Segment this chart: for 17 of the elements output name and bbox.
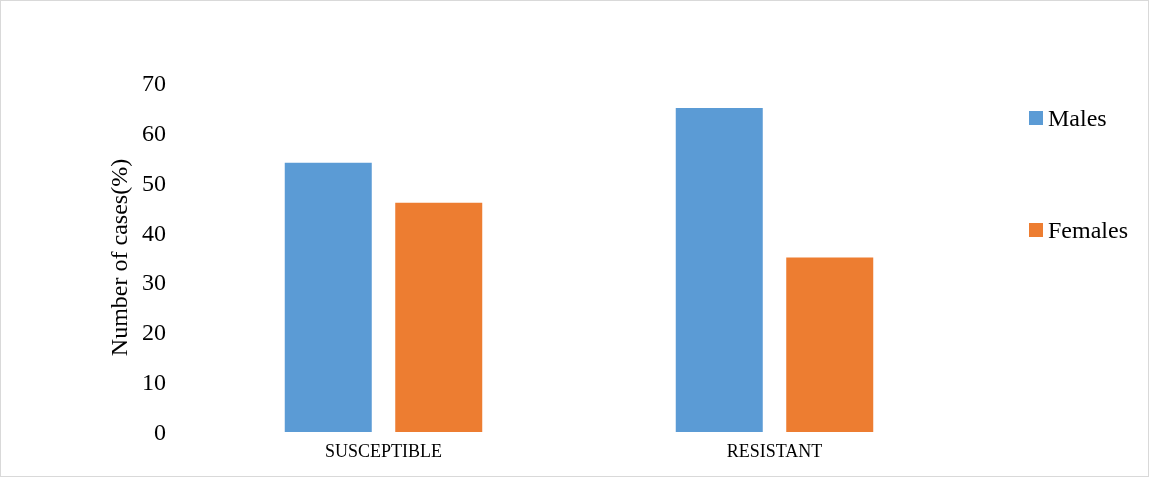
bar	[395, 202, 483, 432]
y-tick-label: 40	[142, 219, 166, 246]
y-axis-title: Number of cases(%)	[106, 158, 133, 357]
y-tick-label: 0	[154, 419, 166, 445]
bar	[284, 162, 372, 432]
y-tick-label: 50	[142, 169, 166, 196]
legend-label: Males	[1048, 105, 1107, 131]
x-tick-label: SUSCEPTIBLE	[324, 441, 443, 461]
bar	[675, 107, 763, 432]
bar	[786, 257, 874, 432]
y-tick-label: 60	[142, 119, 166, 146]
legend-label: Females	[1048, 217, 1128, 243]
y-tick-label: 30	[142, 269, 166, 296]
x-tick-label: RESISTANT	[726, 441, 823, 461]
y-tick-label: 10	[142, 369, 166, 396]
y-tick-label: 20	[142, 319, 166, 346]
y-tick-label: 70	[142, 70, 166, 96]
